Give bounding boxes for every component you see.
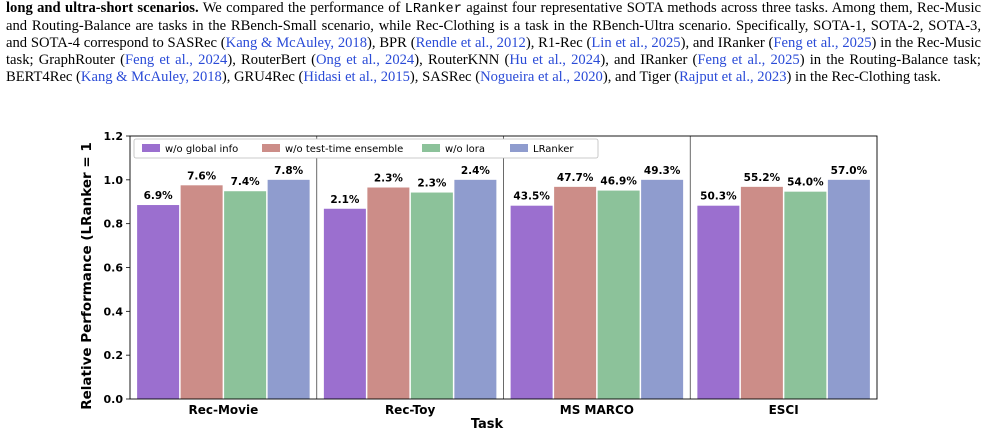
paragraph-text: ), RouterBert ( xyxy=(227,52,316,68)
bar-data-label: 54.0% xyxy=(787,177,824,189)
citation-link[interactable]: Rajput et al., 2023 xyxy=(679,69,787,85)
paragraph-text: ), RouterKNN ( xyxy=(414,52,510,68)
citation-link[interactable]: Nogueira et al., 2020 xyxy=(480,69,603,85)
paragraph-text: ), R1-Rec ( xyxy=(525,35,592,51)
bar xyxy=(367,187,410,399)
legend-box xyxy=(133,138,599,159)
bar-data-label: 2.4% xyxy=(461,165,491,177)
bar-data-label: 7.6% xyxy=(187,170,217,182)
legend-label: w/o global info xyxy=(165,144,238,155)
bar-data-label: 7.4% xyxy=(231,176,261,188)
paragraph-text: ), and IRanker ( xyxy=(600,52,698,68)
bar-data-label: 43.5% xyxy=(513,191,550,203)
bar xyxy=(224,191,267,399)
bar xyxy=(784,191,827,399)
y-tick-label: 0.2 xyxy=(104,349,124,362)
citation-link[interactable]: Lin et al., 2025 xyxy=(591,35,681,51)
x-tick-label: Rec-Toy xyxy=(385,403,436,417)
paragraph-text: against four representative SOTA methods… xyxy=(6,0,981,51)
bar xyxy=(454,179,497,399)
bar xyxy=(740,186,783,399)
bar-data-label: 6.9% xyxy=(144,190,174,202)
bar xyxy=(410,192,453,399)
bar xyxy=(180,185,223,399)
legend-swatch xyxy=(510,144,528,152)
bar-data-label: 46.9% xyxy=(600,176,637,188)
legend-label: w/o lora xyxy=(445,144,485,155)
bar-data-label: 2.1% xyxy=(330,194,360,206)
citation-link[interactable]: Feng et al., 2025 xyxy=(697,52,800,68)
bar-data-label: 55.2% xyxy=(744,172,781,184)
paragraph-text: ), BPR ( xyxy=(367,35,416,51)
citation-link[interactable]: Feng et al., 2024 xyxy=(125,52,228,68)
y-tick-label: 0.6 xyxy=(104,262,124,275)
bar-data-label: 57.0% xyxy=(831,165,868,177)
bar-data-label: 49.3% xyxy=(644,165,681,177)
paragraph-text: ), and IRanker ( xyxy=(680,35,774,51)
legend-label: LRanker xyxy=(533,144,574,155)
y-tick-label: 1.2 xyxy=(104,130,124,143)
bar-data-label: 50.3% xyxy=(700,191,737,203)
bar-chart-svg: 6.9% 7.6% 7.4% 7.8% Rec-Movie 2.1% 2.3% 2.3% 2.4… xyxy=(79,130,878,432)
paper-paragraph: long and ultra-short scenarios. We compa… xyxy=(6,0,981,86)
bar-data-label: 2.3% xyxy=(417,178,447,190)
legend-swatch xyxy=(262,144,280,152)
bar xyxy=(510,205,553,399)
x-axis-label: Task xyxy=(471,417,504,432)
plot-frame xyxy=(129,135,878,400)
citation-link[interactable]: Ong et al., 2024 xyxy=(315,52,415,68)
paragraph-text: ) in the Rec-Clothing task. xyxy=(786,69,941,85)
bar xyxy=(697,205,740,399)
citation-link[interactable]: Kang & McAuley, 2018 xyxy=(225,35,368,51)
y-tick-label: 0.8 xyxy=(104,218,124,231)
bar xyxy=(827,179,870,399)
legend-swatch xyxy=(422,144,440,152)
legend-label: w/o test-time ensemble xyxy=(285,144,403,155)
paragraph-text: ), SASRec ( xyxy=(409,69,481,85)
bar-data-label: 47.7% xyxy=(557,172,594,184)
bar xyxy=(267,179,310,399)
paragraph-text: ) in the Routing-Balance task; BERT4Rec … xyxy=(6,52,981,85)
citation-link[interactable]: Feng et al., 2025 xyxy=(773,35,872,51)
paragraph-text: ) in the Rec-Music task; GraphRouter ( xyxy=(6,35,982,68)
x-tick-label: ESCI xyxy=(769,403,799,417)
citation-link[interactable]: Kang & McAuley, 2018 xyxy=(80,69,222,85)
bar-data-label: 7.8% xyxy=(274,165,304,177)
y-tick-label: 0.4 xyxy=(104,305,124,318)
x-tick-label: Rec-Movie xyxy=(189,403,259,417)
paragraph-text: ), and Tiger ( xyxy=(602,69,680,85)
y-tick-label: 1.0 xyxy=(104,174,124,187)
method-name-code: LRanker xyxy=(404,2,462,17)
legend-swatch xyxy=(142,144,160,152)
bar xyxy=(597,190,640,399)
bar xyxy=(137,205,180,399)
paragraph-lead: long and ultra-short scenarios. xyxy=(6,0,199,16)
citation-link[interactable]: Hidasi et al., 2015 xyxy=(303,69,410,85)
bar xyxy=(641,179,684,399)
citation-link[interactable]: Hu et al., 2024 xyxy=(509,52,601,68)
y-tick-label: 0.0 xyxy=(104,393,124,406)
citation-link[interactable]: Rendle et al., 2012 xyxy=(415,35,526,51)
bar xyxy=(323,208,366,399)
y-axis-label: Relative Performance (LRanker = 1 xyxy=(79,142,95,410)
ablation-chart: 6.9% 7.6% 7.4% 7.8% Rec-Movie 2.1% 2.3% 2.3% 2.4… xyxy=(70,122,950,442)
bar xyxy=(554,186,597,399)
paragraph-text: We compared the performance of xyxy=(198,0,405,16)
paragraph-text: ), GRU4Rec ( xyxy=(221,69,304,85)
x-tick-label: MS MARCO xyxy=(560,403,634,417)
bar-data-label: 2.3% xyxy=(374,173,404,185)
